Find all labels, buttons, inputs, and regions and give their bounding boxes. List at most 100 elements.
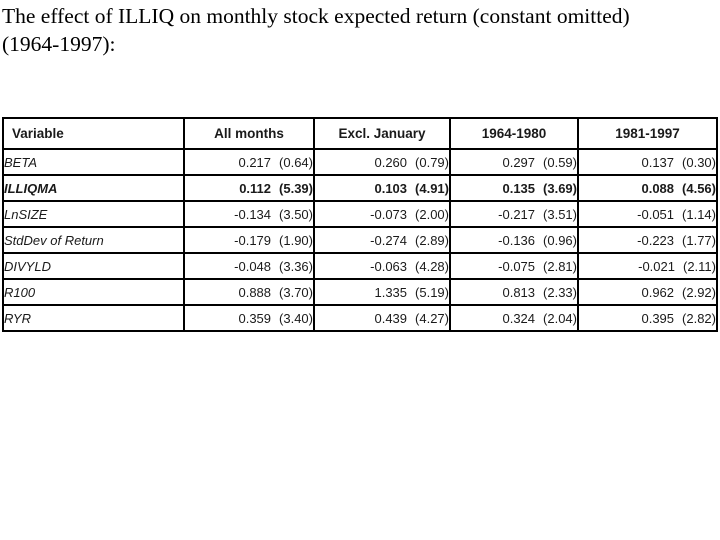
- t-statistic: (0.96): [543, 232, 577, 248]
- coefficient: 0.439: [374, 310, 408, 326]
- cell-illiqma-1981-1997: 0.088 (4.56): [577, 174, 718, 202]
- cell-stddev-1964-1980: -0.136 (0.96): [449, 226, 579, 254]
- t-statistic: (4.91): [415, 180, 449, 196]
- variable-label: LnSIZE: [2, 200, 185, 228]
- cell-stddev-all-months: -0.179 (1.90): [183, 226, 315, 254]
- t-statistic: (0.64): [279, 154, 313, 170]
- cell-r100-1964-1980: 0.813 (2.33): [449, 278, 579, 306]
- t-statistic: (3.51): [543, 206, 577, 222]
- column-header-1964-1980: 1964-1980: [449, 117, 579, 150]
- variable-label: BETA: [2, 148, 185, 176]
- table-row-lnsize: LnSIZE -0.134 (3.50) -0.073 (2.00) -0.217 (…: [2, 200, 718, 228]
- t-statistic: (2.89): [415, 232, 449, 248]
- t-statistic: (2.11): [683, 258, 716, 274]
- coefficient: -0.075: [498, 258, 536, 274]
- cell-r100-excl-january: 1.335 (5.19): [313, 278, 451, 306]
- table-row-divyld: DIVYLD -0.048 (3.36) -0.063 (4.28) -0.075 (…: [2, 252, 718, 280]
- table-row-illiqma: ILLIQMA 0.112 (5.39) 0.103 (4.91) 0.135 (3.…: [2, 174, 718, 202]
- cell-stddev-1981-1997: -0.223 (1.77): [577, 226, 718, 254]
- t-statistic: (2.92): [682, 284, 716, 300]
- cell-ryr-1964-1980: 0.324 (2.04): [449, 304, 579, 332]
- cell-beta-all-months: 0.217 (0.64): [183, 148, 315, 176]
- cell-beta-1981-1997: 0.137 (0.30): [577, 148, 718, 176]
- cell-stddev-excl-january: -0.274 (2.89): [313, 226, 451, 254]
- t-statistic: (3.36): [279, 258, 313, 274]
- variable-label: DIVYLD: [2, 252, 185, 280]
- slide-title-line-1: The effect of ILLIQ on monthly stock exp…: [2, 4, 630, 28]
- t-statistic: (1.14): [682, 206, 716, 222]
- column-header-variable: Variable: [2, 117, 185, 150]
- variable-label: RYR: [2, 304, 185, 332]
- coefficient: -0.073: [370, 206, 408, 222]
- cell-divyld-excl-january: -0.063 (4.28): [313, 252, 451, 280]
- column-header-1981-1997: 1981-1997: [577, 117, 718, 150]
- cell-lnsize-excl-january: -0.073 (2.00): [313, 200, 451, 228]
- table-row-r100: R100 0.888 (3.70) 1.335 (5.19) 0.813 (2.33)…: [2, 278, 718, 306]
- table-row-beta: BETA 0.217 (0.64) 0.260 (0.79) 0.297 (0.59)…: [2, 148, 718, 176]
- coefficient: 0.888: [238, 284, 272, 300]
- coefficient: 0.297: [502, 154, 536, 170]
- coefficient: -0.223: [637, 232, 675, 248]
- coefficient: 0.962: [641, 284, 675, 300]
- cell-lnsize-1981-1997: -0.051 (1.14): [577, 200, 718, 228]
- coefficient: 0.260: [374, 154, 408, 170]
- coefficient: 0.217: [238, 154, 272, 170]
- t-statistic: (2.33): [543, 284, 577, 300]
- t-statistic: (4.56): [682, 180, 716, 196]
- variable-label: ILLIQMA: [2, 174, 185, 202]
- coefficient: -0.048: [234, 258, 272, 274]
- column-header-all-months: All months: [183, 117, 315, 150]
- t-statistic: (2.81): [543, 258, 577, 274]
- t-statistic: (2.00): [415, 206, 449, 222]
- coefficient: -0.136: [498, 232, 536, 248]
- cell-lnsize-all-months: -0.134 (3.50): [183, 200, 315, 228]
- slide-title: The effect of ILLIQ on monthly stock exp…: [2, 2, 716, 58]
- coefficient: -0.051: [637, 206, 675, 222]
- coefficient: -0.063: [370, 258, 408, 274]
- t-statistic: (1.77): [682, 232, 716, 248]
- cell-r100-all-months: 0.888 (3.70): [183, 278, 315, 306]
- coefficient: 0.112: [239, 180, 272, 196]
- variable-label: StdDev of Return: [2, 226, 185, 254]
- coefficient: -0.179: [234, 232, 272, 248]
- cell-beta-excl-january: 0.260 (0.79): [313, 148, 451, 176]
- cell-divyld-1964-1980: -0.075 (2.81): [449, 252, 579, 280]
- coefficient: 0.359: [238, 310, 272, 326]
- cell-lnsize-1964-1980: -0.217 (3.51): [449, 200, 579, 228]
- t-statistic: (0.30): [682, 154, 716, 170]
- coefficient: 0.135: [502, 180, 536, 196]
- table-header-row: Variable All months Excl. January 1964-1…: [2, 117, 718, 150]
- cell-ryr-excl-january: 0.439 (4.27): [313, 304, 451, 332]
- cell-beta-1964-1980: 0.297 (0.59): [449, 148, 579, 176]
- cell-r100-1981-1997: 0.962 (2.92): [577, 278, 718, 306]
- cell-illiqma-all-months: 0.112 (5.39): [183, 174, 315, 202]
- coefficient: 0.137: [641, 154, 675, 170]
- coefficient: -0.274: [370, 232, 408, 248]
- t-statistic: (2.04): [543, 310, 577, 326]
- coefficient: 0.395: [641, 310, 675, 326]
- cell-divyld-1981-1997: -0.021 (2.11): [577, 252, 718, 280]
- coefficient: -0.134: [234, 206, 272, 222]
- t-statistic: (2.82): [682, 310, 716, 326]
- t-statistic: (4.27): [415, 310, 449, 326]
- coefficient: 1.335: [374, 284, 408, 300]
- results-table: Variable All months Excl. January 1964-1…: [2, 117, 718, 332]
- cell-divyld-all-months: -0.048 (3.36): [183, 252, 315, 280]
- variable-label: R100: [2, 278, 185, 306]
- column-header-excl-january: Excl. January: [313, 117, 451, 150]
- slide-title-line-2: (1964-1997):: [2, 32, 116, 56]
- t-statistic: (0.79): [415, 154, 449, 170]
- coefficient: 0.813: [502, 284, 536, 300]
- cell-illiqma-1964-1980: 0.135 (3.69): [449, 174, 579, 202]
- t-statistic: (3.69): [543, 180, 577, 196]
- table-row-stddev-of-return: StdDev of Return -0.179 (1.90) -0.274 (2.8…: [2, 226, 718, 254]
- t-statistic: (4.28): [415, 258, 449, 274]
- coefficient: 0.324: [502, 310, 536, 326]
- t-statistic: (3.40): [279, 310, 313, 326]
- t-statistic: (1.90): [279, 232, 313, 248]
- table-row-ryr: RYR 0.359 (3.40) 0.439 (4.27) 0.324 (2.04) …: [2, 304, 718, 332]
- coefficient: -0.217: [498, 206, 536, 222]
- t-statistic: (3.50): [279, 206, 313, 222]
- t-statistic: (3.70): [279, 284, 313, 300]
